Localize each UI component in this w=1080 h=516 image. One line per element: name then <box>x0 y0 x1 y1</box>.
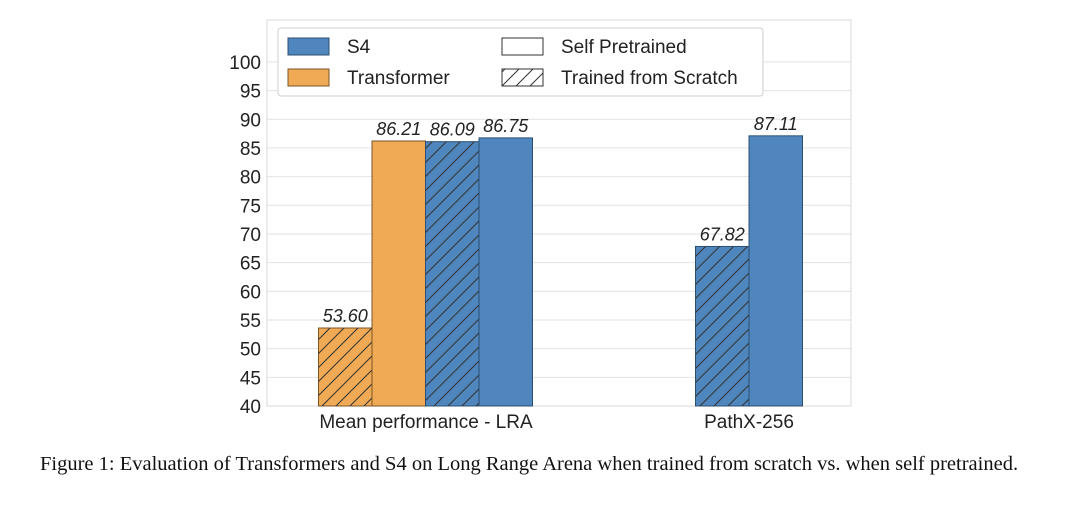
chart: 40 45 50 55 60 65 70 75 80 85 90 95 100 53.60 86.21 86… <box>229 19 852 433</box>
y-tick-label: 95 <box>240 82 261 103</box>
y-axis-ticks: 40 45 50 55 60 65 70 75 80 85 90 95 100 <box>229 53 261 418</box>
legend-swatch-transformer <box>287 68 330 87</box>
legend: S4 Transformer Self Pretrained Trained f… <box>277 27 764 97</box>
y-tick-label: 55 <box>240 311 261 332</box>
x-tick-label: PathX-256 <box>704 412 794 433</box>
bar-hatch-overlay <box>318 328 372 406</box>
data-label: 53.60 <box>323 306 368 326</box>
legend-label-trained-from-scratch: Trained from Scratch <box>561 68 738 89</box>
legend-label-s4: S4 <box>347 37 371 58</box>
legend-label-transformer: Transformer <box>347 68 450 89</box>
data-label: 86.09 <box>430 120 475 140</box>
bar-s4-self-pretrained <box>478 137 533 407</box>
legend-swatch-trained-from-scratch <box>501 68 544 87</box>
legend-swatch-self-pretrained <box>501 37 544 56</box>
data-label: 67.82 <box>700 224 745 244</box>
y-tick-label: 80 <box>240 168 261 189</box>
y-tick-label: 90 <box>240 110 261 131</box>
bar-transformer-self-pretrained <box>371 140 426 407</box>
x-axis-categories: Mean performance - LRA PathX-256 <box>319 412 794 433</box>
y-tick-label: 40 <box>240 397 261 418</box>
bar-s4-self-pretrained <box>748 135 803 407</box>
y-tick-label: 50 <box>240 340 261 361</box>
x-tick-label: Mean performance - LRA <box>319 412 533 433</box>
data-label: 86.21 <box>376 119 421 139</box>
data-label: 86.75 <box>483 116 529 136</box>
y-tick-label: 85 <box>240 139 261 160</box>
legend-swatch-s4 <box>287 37 330 56</box>
y-tick-label: 75 <box>240 196 261 217</box>
y-tick-label: 100 <box>229 53 261 74</box>
data-label: 87.11 <box>754 114 798 134</box>
bar-hatch-overlay <box>695 246 749 406</box>
plot-frame <box>266 19 852 407</box>
y-tick-label: 65 <box>240 254 261 275</box>
legend-box <box>277 27 764 97</box>
y-tick-label: 70 <box>240 225 261 246</box>
bar-hatch-overlay <box>425 141 479 407</box>
legend-label-self-pretrained: Self Pretrained <box>561 37 687 58</box>
y-tick-label: 45 <box>240 368 261 389</box>
bars <box>318 135 803 407</box>
y-tick-label: 60 <box>240 282 261 303</box>
figure-caption: Figure 1: Evaluation of Transformers and… <box>40 453 1019 475</box>
value-labels: 53.60 86.21 86.09 86.75 67.82 87.11 <box>323 114 798 326</box>
